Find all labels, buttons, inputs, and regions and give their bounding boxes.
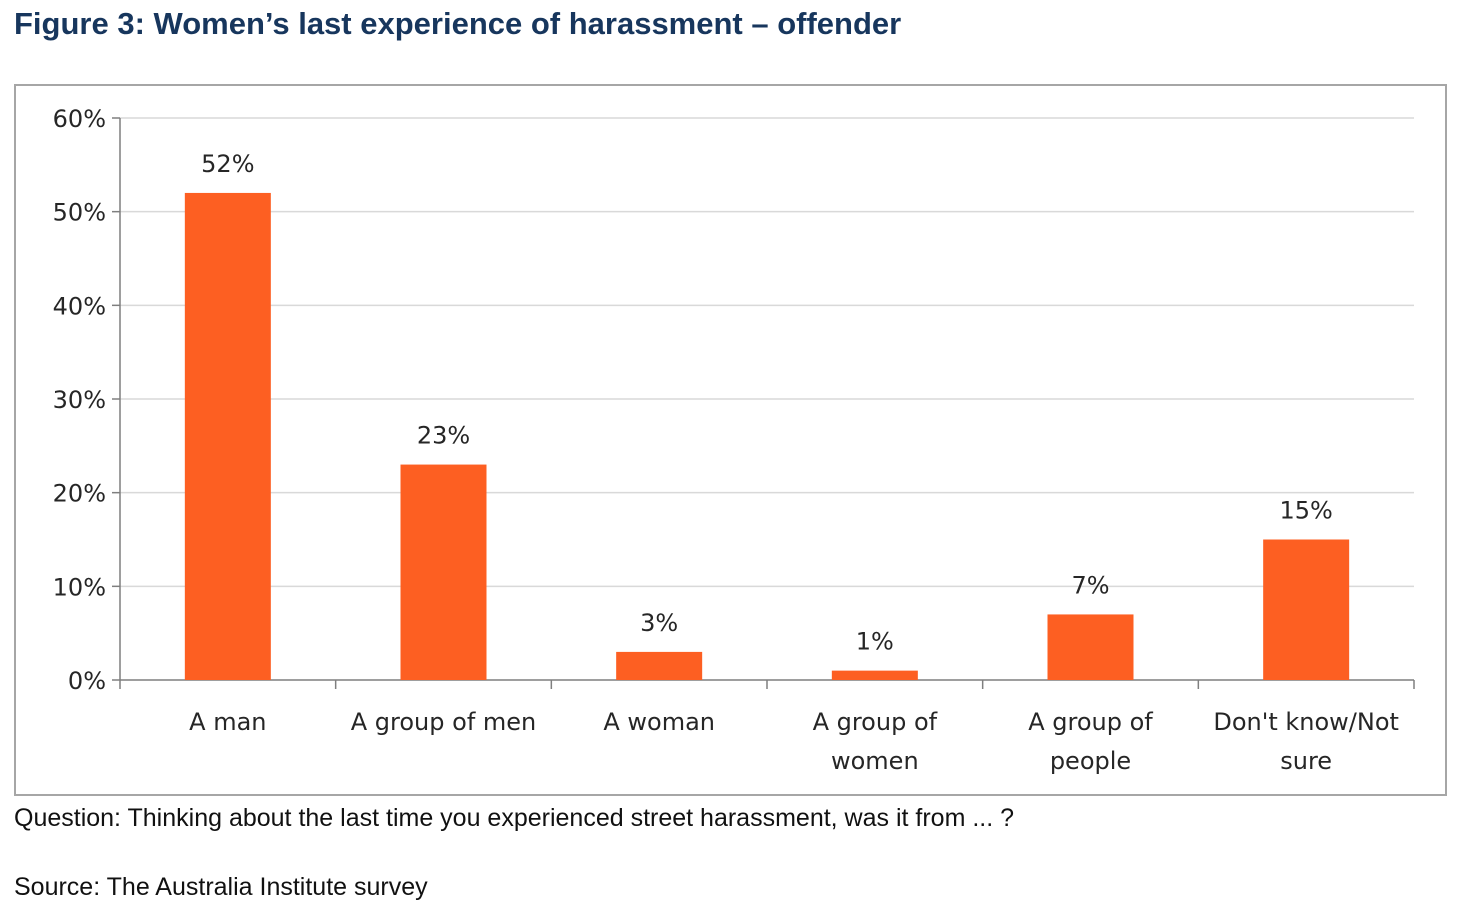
y-tick-label: 0% [68, 667, 106, 695]
bar [616, 651, 703, 680]
x-category-label: women [831, 747, 919, 775]
bar [1263, 539, 1350, 680]
y-tick-label: 60% [53, 105, 106, 133]
bars [184, 192, 1350, 680]
x-category-label: A man [189, 708, 266, 736]
data-label: 52% [201, 150, 254, 178]
x-category-label: sure [1280, 747, 1332, 775]
x-category-label: A group of [1028, 708, 1153, 736]
figure-title: Figure 3: Women’s last experience of har… [14, 6, 902, 41]
axes [112, 117, 1415, 689]
bar [184, 192, 271, 680]
y-tick-label: 10% [53, 573, 106, 601]
question-note: Question: Thinking about the last time y… [14, 804, 1015, 832]
y-tick-label: 50% [53, 199, 106, 227]
x-category-label: people [1050, 747, 1131, 775]
x-category-label: A group of [813, 708, 938, 736]
x-category-label: Don't know/Not [1213, 708, 1399, 736]
bar [400, 464, 487, 680]
data-label: 1% [856, 628, 894, 656]
x-category-label: A group of men [351, 708, 537, 736]
y-tick-label: 20% [53, 480, 106, 508]
data-label: 15% [1279, 497, 1332, 525]
bar [831, 670, 918, 680]
data-label: 3% [640, 609, 678, 637]
source-note: Source: The Australia Institute survey [14, 873, 428, 901]
x-category-label: A woman [603, 708, 715, 736]
y-tick-label: 30% [53, 386, 106, 414]
bar [1047, 614, 1134, 680]
data-label: 7% [1071, 571, 1109, 599]
chart-frame: 0% 10% 20% 30% 40% 50% 60% 52% A man 23% A group o… [14, 84, 1447, 796]
y-tick-label: 40% [53, 292, 106, 320]
bar-chart: 0% 10% 20% 30% 40% 50% 60% 52% A man 23% A group o… [53, 105, 1415, 775]
data-label: 23% [417, 422, 470, 450]
labels: 0% 10% 20% 30% 40% 50% 60% 52% A man 23% A group o… [53, 105, 1399, 775]
gridlines [120, 117, 1414, 588]
